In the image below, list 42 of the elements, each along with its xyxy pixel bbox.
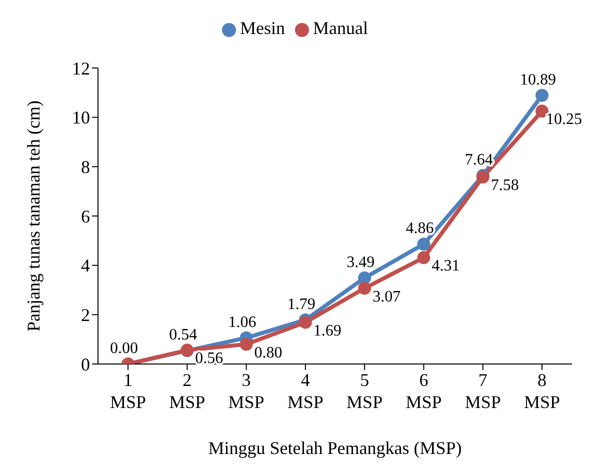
point	[240, 338, 253, 351]
y-tick-label: 2	[81, 305, 90, 326]
data-label: 3.49	[346, 254, 375, 271]
data-label: 4.86	[406, 220, 434, 238]
data-label: 3.07	[372, 288, 401, 306]
x-tick-label: 7 MSP	[464, 370, 501, 412]
data-label: 1.06	[228, 314, 256, 331]
data-label: 10.89	[520, 71, 556, 88]
x-tick-label: 3 MSP	[228, 370, 264, 412]
x-tick-label: 8 MSP	[524, 370, 560, 412]
data-label: 0.56	[195, 350, 224, 368]
y-tick-label: 12	[72, 58, 90, 78]
data-label: 10.25	[546, 111, 582, 128]
legend-label: Manual	[313, 18, 368, 38]
x-tick-label: 1 MSP	[110, 370, 146, 412]
data-label: 0.54	[169, 326, 198, 344]
point	[417, 238, 430, 251]
data-label: 7.58	[490, 177, 519, 194]
data-label: 1.69	[313, 322, 342, 340]
data-label: 0.00	[110, 340, 138, 357]
y-tick-label: 10	[72, 108, 90, 128]
point	[358, 282, 372, 295]
point	[536, 104, 548, 118]
point	[298, 316, 312, 329]
point	[358, 271, 372, 284]
x-tick-label: 4 MSP	[287, 370, 324, 412]
data-label: 1.79	[287, 296, 316, 313]
data-label: 0.80	[254, 344, 282, 362]
data-label: 7.64	[464, 152, 493, 169]
y-tick-label: 4	[81, 256, 90, 276]
y-tick-label: 6	[81, 206, 90, 226]
x-tick-label: 2 MSP	[169, 370, 206, 412]
y-axis-title: Panjang tunas tanaman teh (cm)	[23, 100, 44, 332]
x-tick-label: 6 MSP	[406, 370, 442, 412]
point	[417, 251, 430, 264]
y-tick-label: 0	[81, 354, 90, 374]
legend-label: Mesin	[240, 18, 285, 38]
y-tick-label: 8	[81, 157, 90, 178]
data-label: 4.31	[432, 258, 460, 275]
point	[536, 88, 548, 102]
x-axis-title: Minggu Setelah Pemangkas (MSP)	[208, 438, 462, 458]
x-tick-label: 5 MSP	[346, 370, 383, 412]
